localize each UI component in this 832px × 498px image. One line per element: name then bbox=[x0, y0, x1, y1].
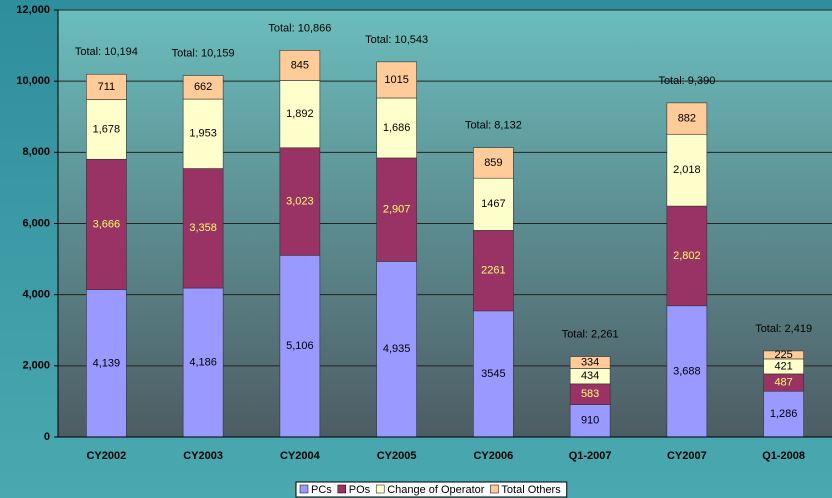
y-tick-label: 0 bbox=[44, 431, 50, 443]
data-label: 2,018 bbox=[673, 164, 701, 176]
data-label: 4,186 bbox=[189, 356, 217, 368]
bar-segment bbox=[473, 230, 514, 312]
legend-label: PCs bbox=[311, 484, 332, 496]
bar-segment bbox=[666, 305, 708, 438]
data-label: 859 bbox=[484, 157, 502, 169]
bar-segment bbox=[376, 97, 417, 159]
bar-segment bbox=[182, 168, 224, 289]
data-label: 1,892 bbox=[286, 108, 314, 120]
x-tick-label: Q1-2007 bbox=[569, 450, 612, 462]
bar-segment bbox=[182, 98, 224, 169]
bar-segment bbox=[473, 310, 514, 438]
legend-swatch bbox=[299, 484, 309, 494]
data-label: 4,935 bbox=[383, 343, 411, 355]
bar-segment bbox=[182, 287, 224, 438]
x-tick-label: CY2007 bbox=[667, 450, 707, 462]
x-tick-label: Q1-2008 bbox=[762, 450, 805, 462]
y-tick-label: 12,000 bbox=[16, 4, 50, 16]
data-label: 1,286 bbox=[770, 408, 798, 420]
data-label: 421 bbox=[774, 360, 792, 372]
bar-segment bbox=[376, 261, 417, 438]
x-tick-label: CY2003 bbox=[183, 450, 223, 462]
bar-segment bbox=[376, 157, 417, 262]
total-label: Total: 2,261 bbox=[562, 328, 619, 340]
data-label: 487 bbox=[774, 376, 792, 388]
bar-segment bbox=[473, 147, 514, 179]
legend-swatch bbox=[375, 484, 385, 494]
total-label: Total: 9,390 bbox=[658, 75, 715, 87]
total-label: Total: 10,159 bbox=[172, 47, 235, 59]
y-tick-label: 6,000 bbox=[22, 217, 50, 229]
total-label: Total: 2,419 bbox=[755, 323, 812, 335]
bar-segment bbox=[279, 255, 321, 438]
bar-segment bbox=[279, 80, 321, 149]
y-tick-label: 2,000 bbox=[22, 360, 50, 372]
bar-segment bbox=[569, 356, 611, 369]
legend-swatch bbox=[337, 484, 347, 494]
data-label: 3,023 bbox=[286, 195, 314, 207]
x-tick-label: CY2004 bbox=[280, 450, 321, 462]
data-label: 910 bbox=[581, 415, 599, 427]
legend-box bbox=[295, 481, 568, 498]
data-label: 662 bbox=[194, 81, 212, 93]
data-label: 3,666 bbox=[93, 218, 121, 230]
y-tick-label: 10,000 bbox=[16, 75, 50, 87]
bar-segment bbox=[279, 50, 321, 81]
data-label: 225 bbox=[774, 349, 792, 361]
data-label: 882 bbox=[678, 112, 696, 124]
x-tick-label: CY2002 bbox=[86, 450, 126, 462]
bar-segment bbox=[182, 75, 224, 100]
data-label: 5,106 bbox=[286, 340, 314, 352]
data-label: 3,358 bbox=[189, 222, 217, 234]
data-label: 334 bbox=[581, 356, 599, 368]
data-label: 1,686 bbox=[383, 122, 411, 134]
total-label: Total: 10,194 bbox=[75, 46, 138, 58]
bar-segment bbox=[86, 73, 127, 100]
x-tick-label: CY2006 bbox=[473, 450, 513, 462]
data-label: 3,688 bbox=[673, 365, 701, 377]
total-label: Total: 8,132 bbox=[465, 120, 522, 132]
data-label: 3545 bbox=[481, 368, 505, 380]
data-label: 2,907 bbox=[383, 204, 411, 216]
data-label: 1015 bbox=[384, 74, 408, 86]
data-label: 711 bbox=[98, 81, 116, 93]
data-label: 845 bbox=[291, 59, 309, 71]
data-label: 2,802 bbox=[673, 250, 701, 262]
total-label: Total: 10,543 bbox=[365, 34, 428, 46]
legend-label: POs bbox=[349, 484, 371, 496]
legend-label: Total Others bbox=[501, 484, 561, 496]
data-label: 583 bbox=[581, 388, 599, 400]
bar-segment bbox=[86, 289, 127, 438]
bar-segment bbox=[376, 61, 417, 99]
bar-segment bbox=[666, 205, 708, 307]
bar-segment bbox=[569, 404, 611, 438]
data-label: 434 bbox=[581, 370, 599, 382]
data-label: 4,139 bbox=[93, 357, 121, 369]
bar-segment bbox=[86, 158, 127, 291]
bar-segment bbox=[763, 350, 804, 360]
bar-segment bbox=[666, 102, 708, 135]
y-tick-label: 4,000 bbox=[22, 289, 50, 301]
data-label: 2261 bbox=[481, 265, 505, 277]
bar-segment bbox=[279, 147, 321, 256]
data-label: 1467 bbox=[481, 198, 505, 210]
data-label: 1,678 bbox=[93, 123, 121, 135]
total-label: Total: 10,866 bbox=[268, 22, 331, 34]
legend-swatch bbox=[490, 484, 499, 494]
legend-label: Change of Operator bbox=[387, 484, 485, 496]
data-label: 1,953 bbox=[189, 128, 217, 140]
y-tick-label: 8,000 bbox=[22, 146, 50, 158]
legend: PCs POs Change of Operator Total Others bbox=[295, 481, 568, 498]
x-tick-label: CY2005 bbox=[377, 450, 417, 462]
